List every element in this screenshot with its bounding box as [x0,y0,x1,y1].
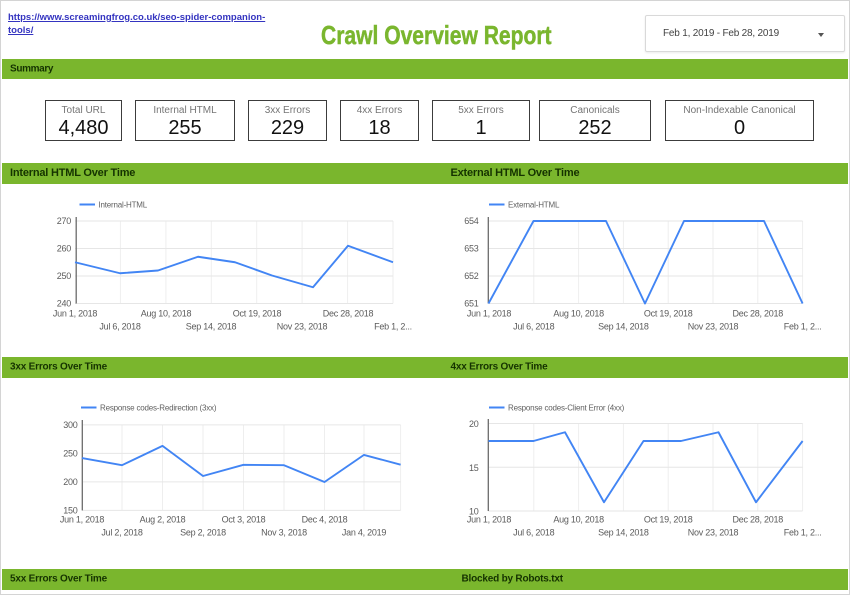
svg-text:250: 250 [57,271,72,281]
svg-text:Aug 10, 2018: Aug 10, 2018 [141,309,192,319]
svg-text:250: 250 [63,448,78,458]
svg-text:Sep 2, 2018: Sep 2, 2018 [180,528,226,538]
svg-text:Dec 28, 2018: Dec 28, 2018 [323,309,374,319]
svg-text:Oct 3, 2018: Oct 3, 2018 [222,515,266,525]
svg-text:Nov 23, 2018: Nov 23, 2018 [688,322,739,332]
svg-text:200: 200 [63,477,78,487]
svg-text:Jun 1, 2018: Jun 1, 2018 [53,309,98,319]
svg-text:Dec 28, 2018: Dec 28, 2018 [733,309,784,319]
svg-text:15: 15 [469,463,479,473]
svg-text:Feb 1, 2...: Feb 1, 2... [784,528,822,538]
svg-text:300: 300 [63,420,78,430]
svg-text:653: 653 [464,244,479,254]
svg-text:Jan 4, 2019: Jan 4, 2019 [342,528,387,538]
svg-text:Jun 1, 2018: Jun 1, 2018 [467,309,512,319]
svg-text:654: 654 [464,216,479,226]
svg-text:Nov 23, 2018: Nov 23, 2018 [688,528,739,538]
svg-text:Aug 10, 2018: Aug 10, 2018 [553,309,604,319]
svg-text:Aug 10, 2018: Aug 10, 2018 [553,515,604,525]
svg-text:Dec 4, 2018: Dec 4, 2018 [302,515,348,525]
svg-text:Internal-HTML: Internal-HTML [99,201,148,210]
svg-text:Feb 1, 2...: Feb 1, 2... [784,322,822,332]
svg-text:Oct 19, 2018: Oct 19, 2018 [644,309,693,319]
svg-text:Sep 14, 2018: Sep 14, 2018 [598,322,649,332]
svg-text:270: 270 [57,216,72,226]
svg-text:Aug 2, 2018: Aug 2, 2018 [140,515,186,525]
svg-text:10: 10 [469,507,479,517]
svg-text:Jun 1, 2018: Jun 1, 2018 [467,515,512,525]
svg-text:Jul 2, 2018: Jul 2, 2018 [101,528,143,538]
svg-text:Jul 6, 2018: Jul 6, 2018 [99,322,141,332]
svg-text:Sep 14, 2018: Sep 14, 2018 [186,322,237,332]
svg-text:240: 240 [57,299,72,309]
svg-text:Jul 6, 2018: Jul 6, 2018 [513,528,555,538]
svg-text:Nov 3, 2018: Nov 3, 2018 [261,528,307,538]
svg-text:651: 651 [464,299,479,309]
svg-text:Response codes-Client Error (4: Response codes-Client Error (4xx) [508,404,625,413]
svg-text:Feb 1, 2...: Feb 1, 2... [374,322,412,332]
svg-text:150: 150 [63,505,78,515]
svg-text:652: 652 [464,271,479,281]
svg-text:Jul 6, 2018: Jul 6, 2018 [513,322,555,332]
svg-text:Oct 19, 2018: Oct 19, 2018 [233,309,282,319]
svg-text:External-HTML: External-HTML [508,201,560,210]
svg-text:20: 20 [469,419,479,429]
svg-text:Dec 28, 2018: Dec 28, 2018 [733,515,784,525]
svg-text:Response codes-Redirection (3x: Response codes-Redirection (3xx) [100,404,217,413]
svg-text:Oct 19, 2018: Oct 19, 2018 [644,515,693,525]
svg-text:Jun 1, 2018: Jun 1, 2018 [60,515,105,525]
svg-text:260: 260 [57,244,72,254]
svg-text:Sep 14, 2018: Sep 14, 2018 [598,528,649,538]
svg-text:Nov 23, 2018: Nov 23, 2018 [277,322,328,332]
